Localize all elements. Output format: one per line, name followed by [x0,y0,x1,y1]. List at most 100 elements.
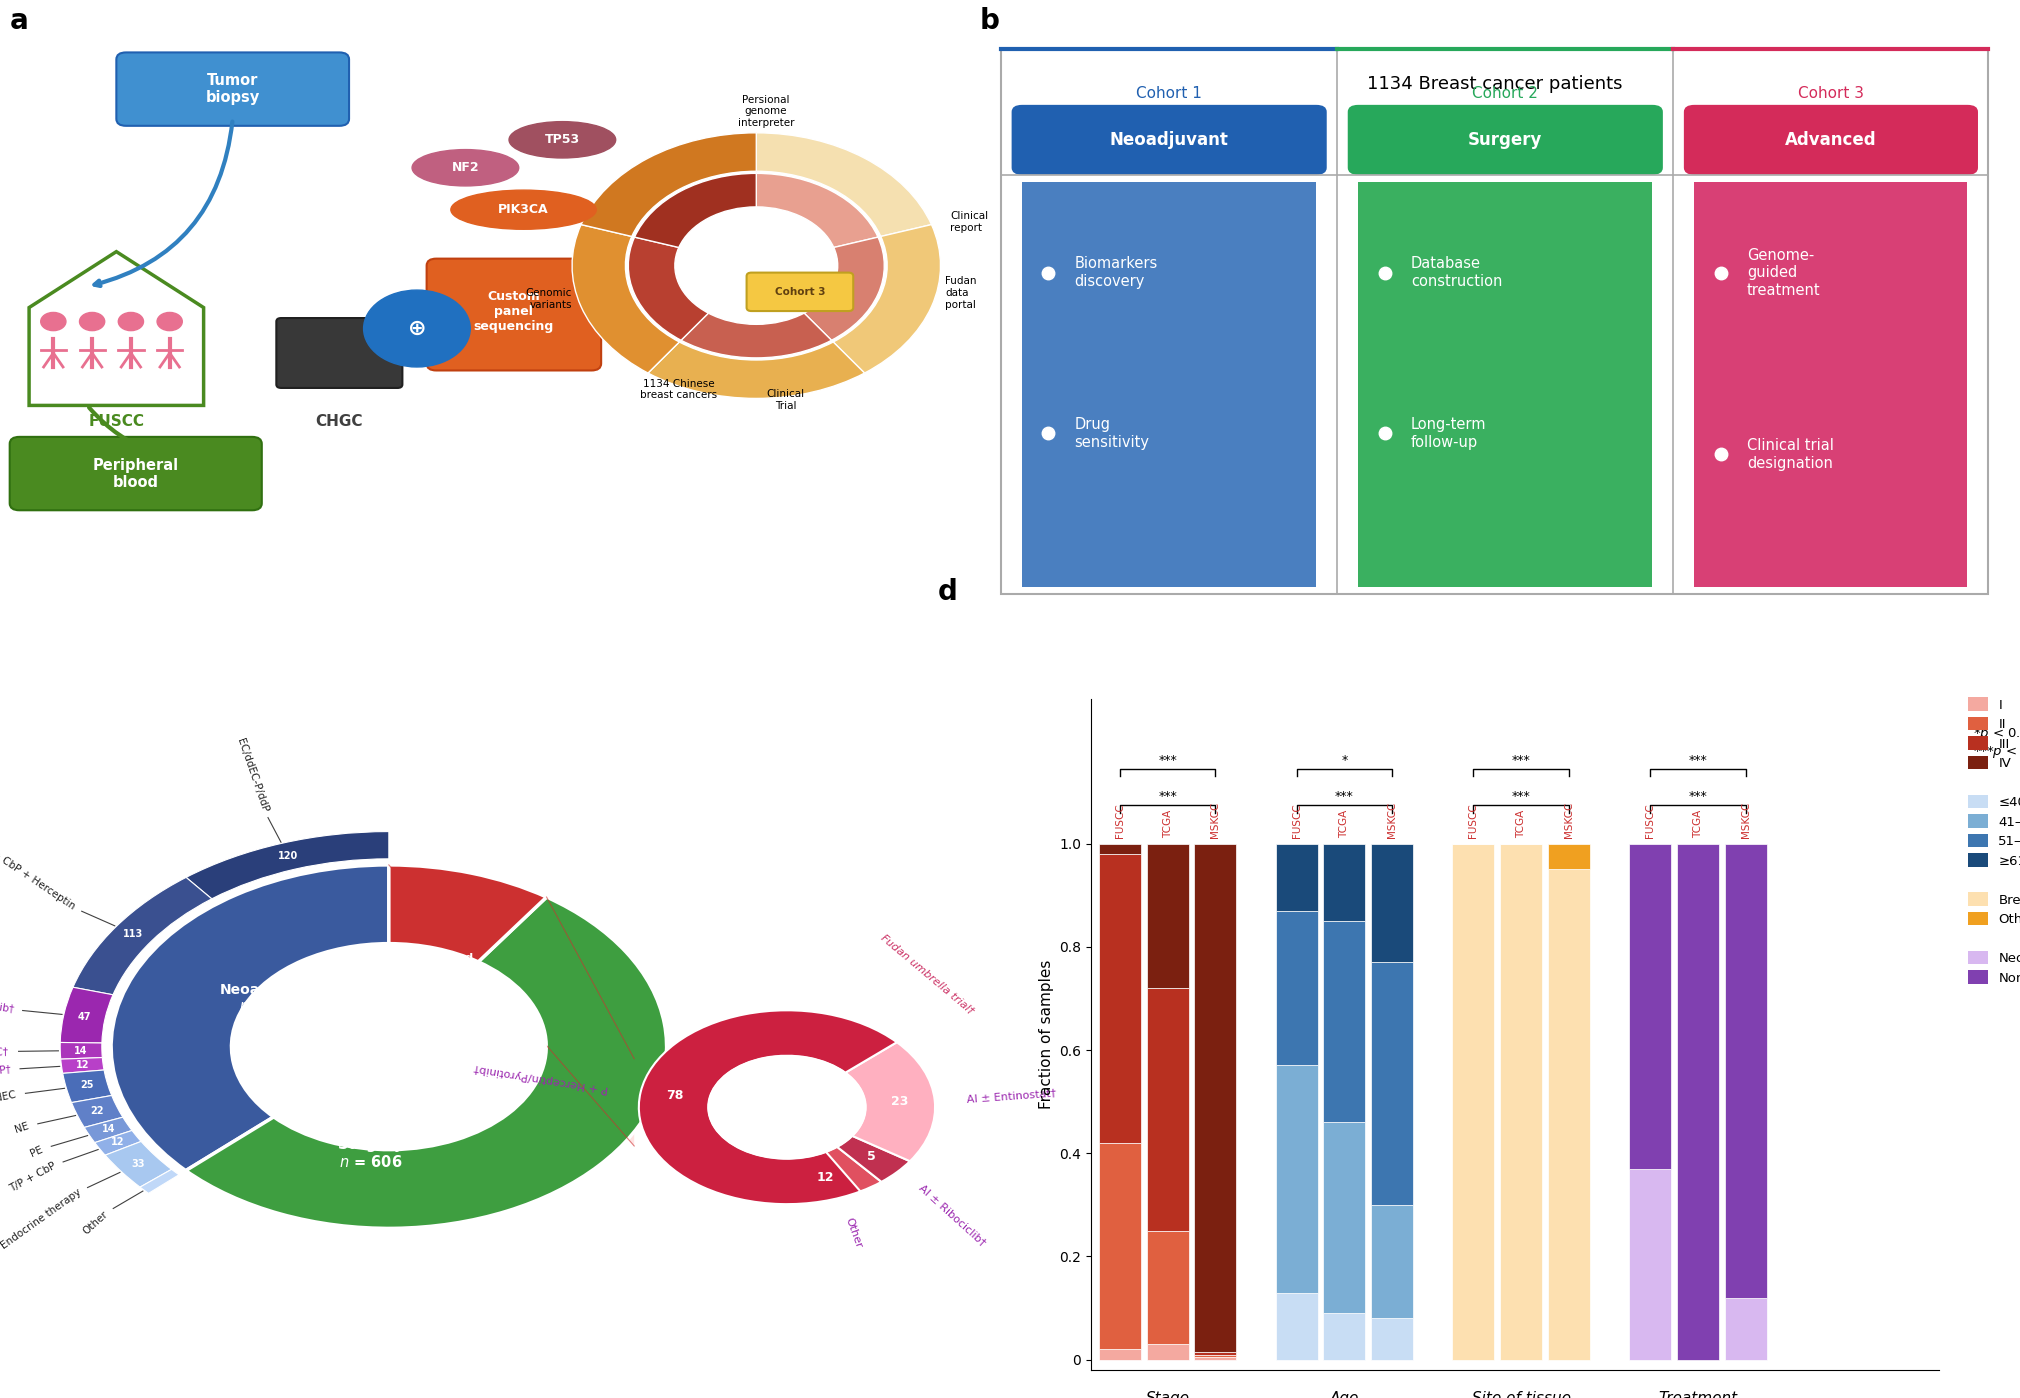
Circle shape [158,313,182,330]
Wedge shape [844,1043,935,1162]
FancyBboxPatch shape [1685,105,1978,175]
Text: ***: *** [1689,754,1707,766]
Text: Fudan umbrella trial†: Fudan umbrella trial† [879,932,976,1016]
Wedge shape [111,865,388,1170]
Wedge shape [186,832,388,899]
Bar [1547,843,1590,870]
Wedge shape [105,1141,172,1187]
Text: 14: 14 [75,1046,87,1055]
Wedge shape [186,898,667,1229]
Text: 1134 Chinese
breast cancers: 1134 Chinese breast cancers [640,379,717,400]
Text: MSKCC: MSKCC [1388,802,1398,839]
Text: ***: *** [1335,790,1353,802]
Wedge shape [85,1117,131,1142]
Text: Biomarkers
discovery: Biomarkers discovery [1075,256,1157,289]
Text: PIK3CA: PIK3CA [499,203,549,217]
Text: 78: 78 [667,1089,683,1102]
Bar [1277,843,1317,910]
Text: Advanced: Advanced [1786,131,1877,148]
Text: Age: Age [1329,1391,1359,1398]
Ellipse shape [412,150,519,186]
Text: 12: 12 [111,1138,125,1148]
FancyBboxPatch shape [1002,49,1988,594]
Text: Endocrine therapy: Endocrine therapy [0,1187,83,1251]
Text: Other: Other [844,1216,865,1250]
Wedge shape [648,343,865,398]
Wedge shape [71,1096,123,1127]
Text: TCGA: TCGA [1164,809,1174,839]
FancyBboxPatch shape [426,259,602,370]
Bar [1099,843,1141,854]
Text: Genomic
variants: Genomic variants [525,288,572,309]
Text: ***: *** [1689,790,1707,802]
Text: Other: Other [81,1209,109,1236]
Bar [1147,1230,1188,1345]
FancyBboxPatch shape [10,436,263,510]
Text: Neoadjuvant: Neoadjuvant [1109,131,1228,148]
Wedge shape [95,1131,141,1155]
Wedge shape [628,238,709,340]
Bar [1372,962,1414,1205]
FancyBboxPatch shape [747,273,852,310]
Circle shape [364,291,471,366]
Text: Advanced
$n$ = 109: Advanced $n$ = 109 [414,953,475,977]
Text: Abraxane-ddEC†: Abraxane-ddEC† [0,1047,10,1058]
Text: 5: 5 [867,1151,875,1163]
Bar [1194,843,1236,1352]
Wedge shape [572,225,679,373]
Text: TCGA: TCGA [1339,809,1349,839]
Text: ***: *** [1157,754,1178,766]
Wedge shape [836,1137,909,1181]
Bar [1277,1065,1317,1293]
Text: MSKCC: MSKCC [1741,802,1751,839]
Text: 1134 Breast cancer patients: 1134 Breast cancer patients [1368,75,1622,92]
Text: Stage: Stage [1145,1391,1190,1398]
Text: Custom
panel
sequencing: Custom panel sequencing [475,289,553,333]
Polygon shape [390,865,634,1146]
Text: Genome-
guided
treatment: Genome- guided treatment [1747,247,1820,298]
Wedge shape [388,865,547,962]
Text: PE: PE [28,1144,44,1159]
Text: Cohort 3: Cohort 3 [1798,85,1864,101]
Text: Cohort 2: Cohort 2 [1473,85,1539,101]
Text: 23: 23 [891,1096,909,1109]
Text: Abraxane + CbP†: Abraxane + CbP† [0,1064,12,1082]
Text: EC/ddEC-P/ddP: EC/ddEC-P/ddP [234,737,271,814]
FancyBboxPatch shape [1012,105,1327,175]
Text: NE: NE [14,1121,30,1135]
Text: ***: *** [1511,754,1531,766]
Text: NF2: NF2 [452,161,479,175]
Text: 47: 47 [77,1012,91,1022]
Text: ***: *** [1157,790,1178,802]
Bar [1194,1355,1236,1357]
Text: Clinical
Trial: Clinical Trial [766,389,804,411]
Text: Tumor
biopsy: Tumor biopsy [206,73,261,105]
Wedge shape [638,1011,897,1204]
Wedge shape [634,173,755,247]
Text: FUSCC: FUSCC [1644,804,1654,839]
Text: T/P + CbP: T/P + CbP [8,1160,57,1194]
Bar [1630,843,1671,1169]
Ellipse shape [450,190,596,229]
Text: 12: 12 [816,1170,834,1184]
Bar [1725,843,1768,1297]
Bar [1452,843,1495,1360]
Text: FUSCC: FUSCC [1291,804,1301,839]
Text: Clinical
report: Clinical report [949,211,988,232]
Text: ***: *** [1511,790,1531,802]
FancyBboxPatch shape [1022,182,1317,587]
Bar [1147,988,1188,1230]
Bar [1323,843,1366,921]
Bar [1725,1297,1768,1360]
Text: ⊕: ⊕ [408,319,426,338]
Legend: I, II, III, IV, , ≤40, 41–50, 51–60, ≥61, , Breast, Other, , Neoadjuvant, Non-ne: I, II, III, IV, , ≤40, 41–50, 51–60, ≥61… [1963,692,2020,990]
Bar [1372,843,1414,962]
Text: Fudan
data
portal: Fudan data portal [945,277,978,309]
Bar [1323,921,1366,1123]
Bar [1372,1205,1414,1318]
Circle shape [119,313,143,330]
Text: Long-term
follow-up: Long-term follow-up [1410,417,1487,450]
Bar [1630,1169,1671,1360]
Text: FUSCC: FUSCC [1115,804,1125,839]
FancyBboxPatch shape [117,52,349,126]
